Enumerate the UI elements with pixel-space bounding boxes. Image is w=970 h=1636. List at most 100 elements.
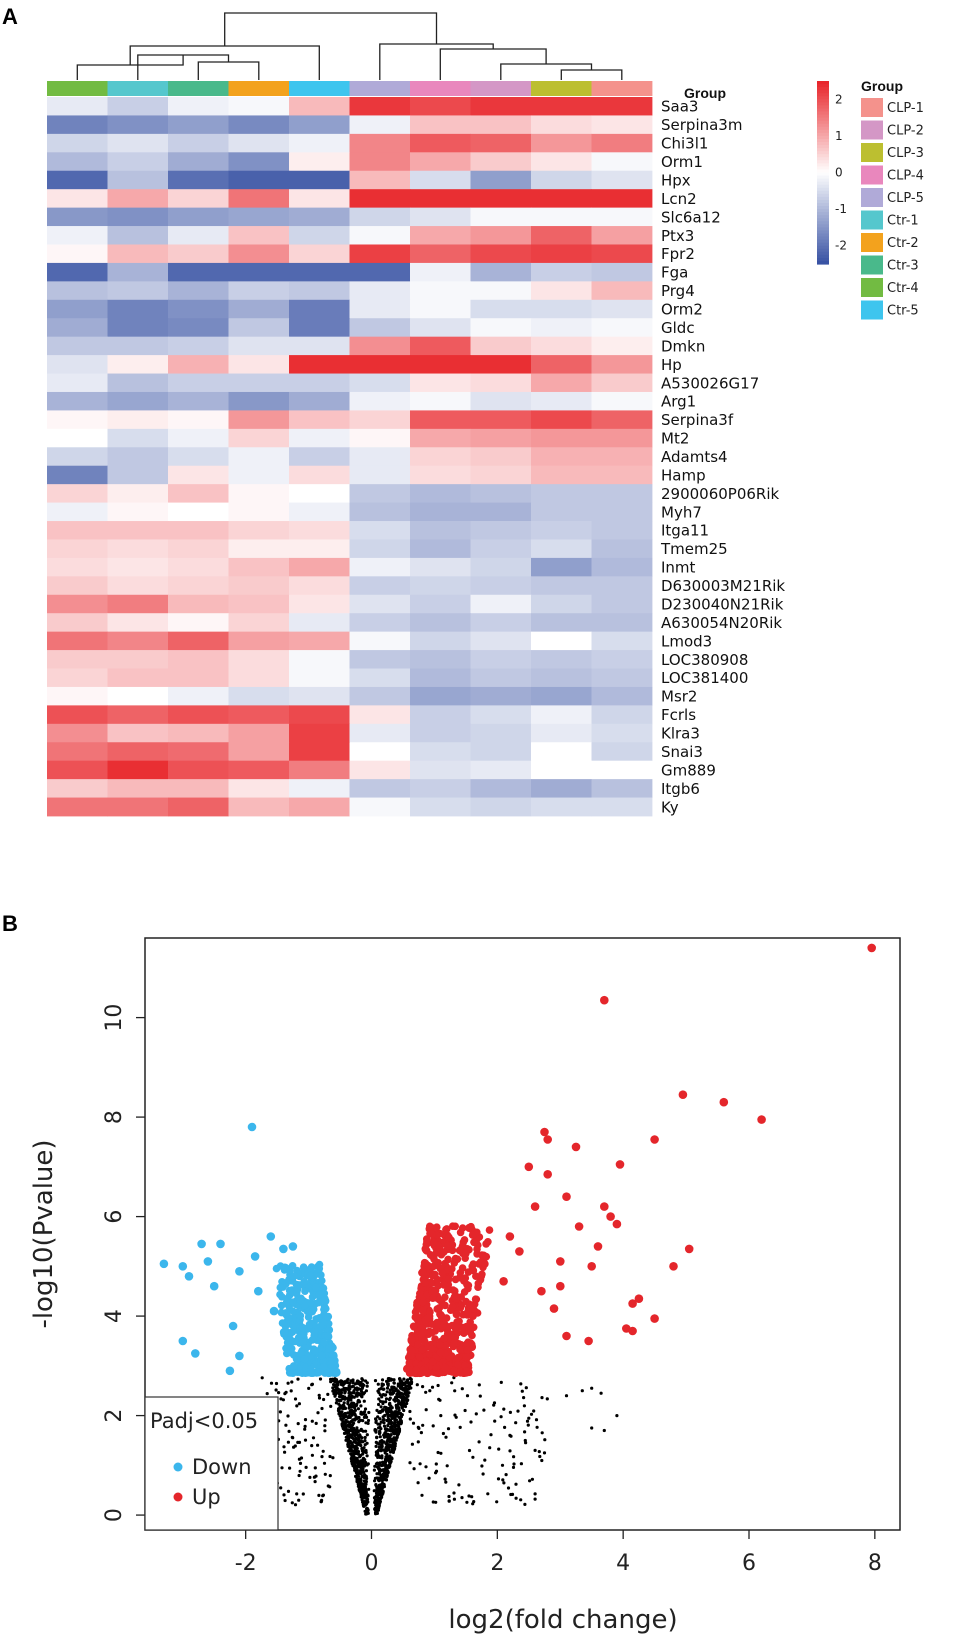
ns-point: [313, 1480, 317, 1484]
ns-point: [357, 1415, 361, 1420]
ns-point: [359, 1490, 363, 1494]
ns-point: [419, 1431, 423, 1435]
heatmap-cell: [289, 539, 350, 559]
down-point: [320, 1363, 328, 1371]
up-point: [445, 1233, 453, 1242]
color-scale-step: [817, 254, 829, 259]
ns-point: [379, 1427, 383, 1431]
row-label: LOC380908: [661, 651, 748, 669]
ns-point: [356, 1391, 361, 1395]
ns-point: [342, 1401, 346, 1405]
ns-point: [314, 1421, 318, 1425]
heatmap-cell: [410, 391, 471, 411]
heatmap-cell: [470, 668, 532, 688]
ns-point: [387, 1377, 391, 1381]
ns-point: [318, 1377, 323, 1381]
ns-point: [380, 1395, 384, 1399]
ns-point: [385, 1469, 389, 1473]
up-point: [424, 1313, 433, 1322]
heatmap-cell: [410, 189, 471, 209]
down-point: [184, 1272, 194, 1281]
heatmap-cell: [289, 318, 350, 338]
ns-point: [348, 1409, 352, 1413]
heatmap-cell: [349, 97, 411, 116]
ns-point: [385, 1390, 389, 1394]
heatmap-cell: [410, 502, 471, 522]
ns-point: [341, 1407, 345, 1411]
heatmap-cell: [591, 723, 653, 743]
ns-point: [295, 1404, 299, 1408]
heatmap-cell: [591, 539, 653, 559]
up-point: [452, 1294, 461, 1303]
heatmap-cell: [470, 686, 532, 706]
up-point: [587, 1262, 596, 1271]
ns-point: [537, 1450, 541, 1454]
ns-point: [602, 1428, 606, 1433]
group-legend-swatch: [861, 165, 883, 185]
ns-point: [348, 1423, 352, 1427]
heatmap-cell: [168, 613, 229, 633]
ns-point: [395, 1406, 399, 1410]
up-point: [634, 1294, 644, 1303]
ns-point: [364, 1469, 368, 1473]
heatmap-cell: [47, 262, 108, 282]
down-point: [293, 1356, 302, 1364]
ns-point: [519, 1462, 524, 1466]
ns-point: [279, 1397, 283, 1401]
up-point: [524, 1162, 534, 1172]
up-point: [444, 1255, 452, 1264]
ns-point: [353, 1466, 357, 1470]
ns-point: [453, 1389, 457, 1393]
up-point: [463, 1340, 471, 1348]
up-point: [437, 1311, 445, 1319]
heatmap-cell: [470, 521, 532, 540]
row-label: Orm1: [661, 153, 703, 171]
heatmap-cell: [470, 465, 532, 485]
heatmap-cell: [228, 391, 290, 411]
ns-point: [450, 1381, 454, 1385]
ns-point: [388, 1396, 392, 1400]
ns-point: [427, 1476, 431, 1480]
heatmap-cell: [591, 797, 653, 817]
ns-point: [416, 1425, 420, 1429]
ns-point: [363, 1407, 368, 1411]
up-point: [418, 1306, 427, 1315]
ns-point: [336, 1409, 341, 1413]
ns-point: [453, 1413, 457, 1417]
ns-point: [460, 1387, 464, 1391]
heatmap-cell: [591, 318, 653, 338]
heatmap-cell: [47, 97, 108, 116]
heatmap-cell: [47, 668, 108, 688]
ns-point: [288, 1466, 292, 1470]
color-scale-step: [817, 132, 829, 137]
heatmap-cell: [410, 742, 471, 762]
heatmap-cell: [47, 299, 108, 319]
heatmap-cell: [531, 207, 592, 227]
down-point: [216, 1239, 225, 1249]
group-legend-label: Ctr-5: [887, 304, 919, 319]
color-scale-step: [817, 148, 829, 152]
heatmap-cell: [410, 133, 471, 153]
ns-point: [355, 1426, 359, 1430]
ns-point: [404, 1390, 408, 1394]
heatmap-cell: [107, 742, 169, 762]
up-point: [421, 1245, 430, 1253]
down-point: [300, 1277, 308, 1286]
ns-point: [359, 1443, 363, 1448]
legend-down-label: Down: [192, 1455, 252, 1479]
ns-point: [385, 1473, 389, 1478]
group-bar-cell: [289, 81, 350, 96]
ns-point: [499, 1415, 503, 1419]
ns-point: [514, 1482, 518, 1486]
heatmap-cell: [47, 226, 108, 245]
ns-point: [329, 1380, 333, 1384]
ns-point: [405, 1401, 409, 1406]
ns-point: [363, 1435, 367, 1440]
ns-point: [379, 1448, 383, 1452]
ns-point: [400, 1396, 404, 1400]
ns-point: [340, 1424, 344, 1428]
heatmap-cell: [531, 428, 592, 448]
ns-point: [376, 1448, 380, 1453]
ns-point: [457, 1483, 461, 1487]
down-point: [317, 1271, 325, 1279]
